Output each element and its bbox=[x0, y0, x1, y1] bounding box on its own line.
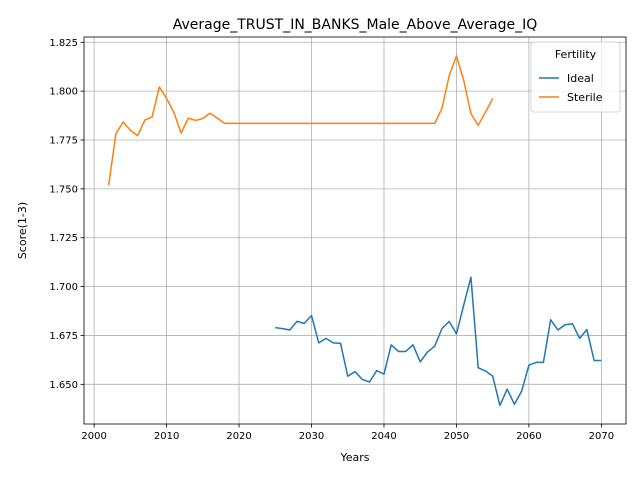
x-axis-ticks: 2000 2010 2020 2030 2040 2050 2060 2070 bbox=[81, 424, 614, 442]
x-tick-label: 2030 bbox=[299, 431, 324, 442]
legend-label-sterile: Sterile bbox=[567, 91, 603, 104]
y-tick-label: 1.750 bbox=[49, 184, 78, 195]
legend: Fertility Ideal Sterile bbox=[530, 41, 621, 113]
chart-title: Average_TRUST_IN_BANKS_Male_Above_Averag… bbox=[173, 17, 538, 33]
legend-box bbox=[530, 41, 621, 113]
x-axis-label: Years bbox=[339, 451, 369, 464]
legend-label-ideal: Ideal bbox=[567, 72, 594, 85]
x-tick-label: 2010 bbox=[154, 431, 179, 442]
series-line-ideal bbox=[275, 276, 602, 407]
x-tick-label: 2040 bbox=[371, 431, 396, 442]
plot-frame bbox=[83, 36, 627, 425]
series-line-sterile bbox=[107, 55, 494, 186]
y-tick-label: 1.800 bbox=[49, 87, 78, 98]
y-axis-label: Score(1-3) bbox=[16, 202, 29, 259]
x-tick-label: 2070 bbox=[589, 431, 614, 442]
y-tick-label: 1.825 bbox=[49, 38, 78, 49]
y-tick-label: 1.650 bbox=[49, 380, 78, 391]
y-axis-ticks: 1.650 1.675 1.700 1.725 1.750 1.775 1.800 1.825 bbox=[49, 38, 84, 391]
x-tick-label: 2000 bbox=[81, 431, 106, 442]
x-tick-label: 2050 bbox=[444, 431, 469, 442]
legend-entries: Ideal Sterile bbox=[539, 72, 603, 104]
y-tick-label: 1.775 bbox=[49, 136, 78, 147]
y-tick-label: 1.675 bbox=[49, 331, 78, 342]
y-tick-label: 1.700 bbox=[49, 282, 78, 293]
x-tick-label: 2020 bbox=[226, 431, 251, 442]
x-tick-label: 2060 bbox=[516, 431, 541, 442]
legend-title: Fertility bbox=[555, 48, 597, 61]
y-tick-label: 1.725 bbox=[49, 233, 78, 244]
series-lines bbox=[107, 55, 602, 407]
